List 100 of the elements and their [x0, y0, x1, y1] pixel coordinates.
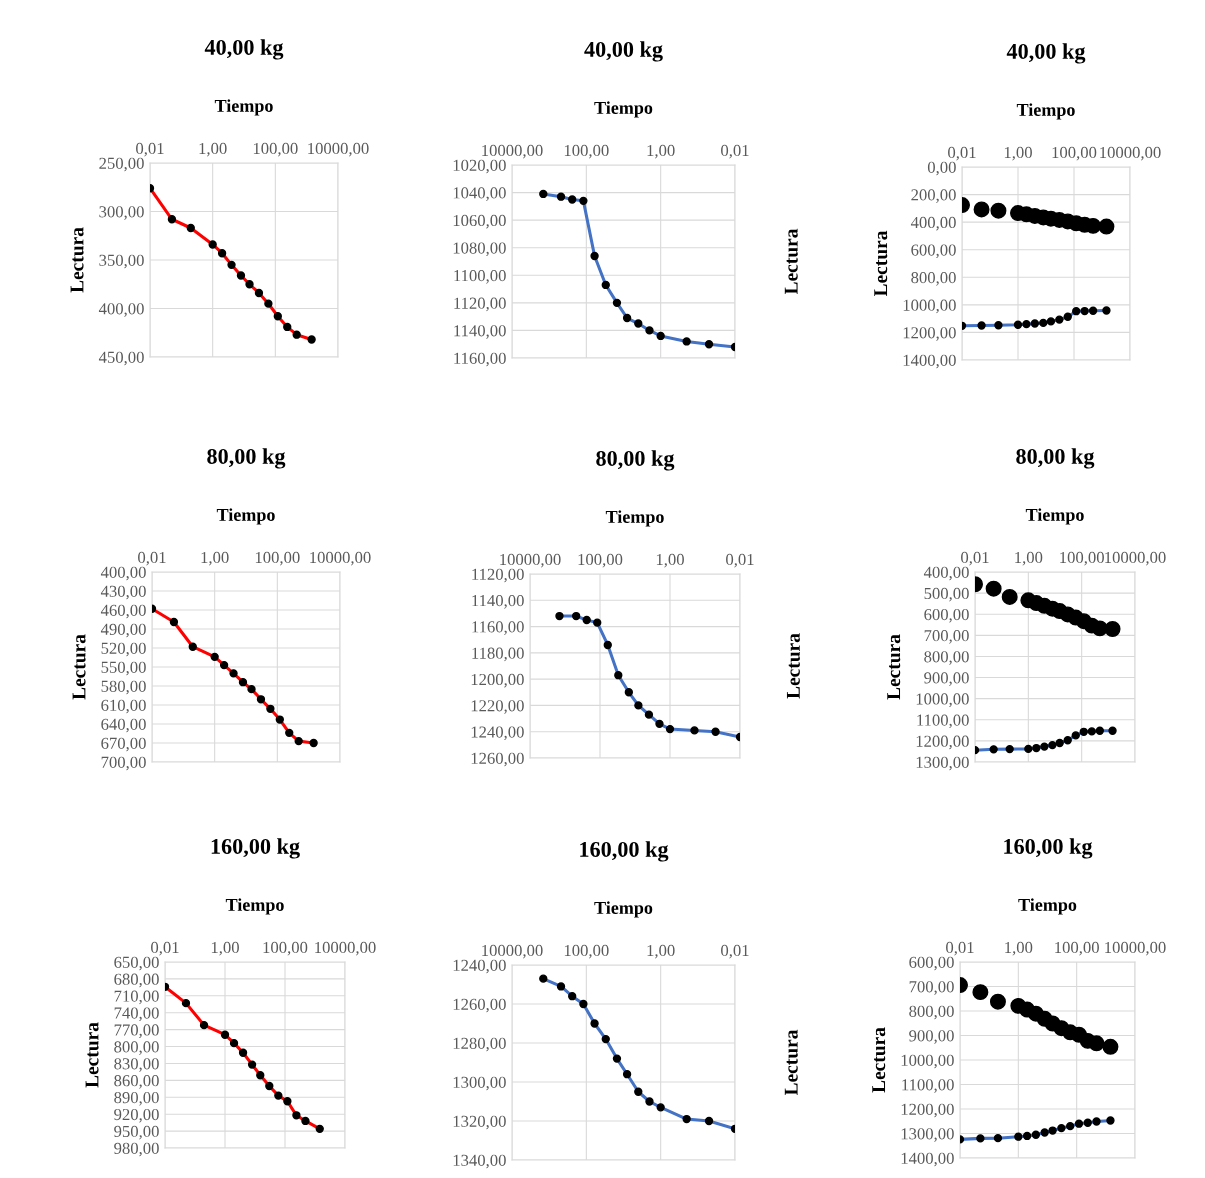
y-tick-label: 610,00	[101, 699, 146, 714]
y-tick-label: 800,00	[911, 271, 956, 286]
y-axis-title: Lectura	[874, 230, 888, 297]
x-axis-title: Tiempo	[216, 508, 275, 525]
x-tick-label: 1,00	[1004, 146, 1032, 161]
x-tick-label: 1,00	[199, 142, 227, 157]
y-tick-label: 1040,00	[453, 187, 506, 201]
chart-title: 160,00 kg	[211, 838, 300, 859]
x-tick-label: 0,01	[721, 144, 749, 159]
x-tick-label: 10000,00	[308, 142, 369, 157]
y-tick-label: 800,00	[924, 651, 969, 665]
y-axis-title: Lectura	[784, 1029, 798, 1096]
x-axis-title: Tiempo	[605, 510, 664, 527]
x-axis-title: Tiempo	[214, 99, 273, 116]
y-tick-label: 800,00	[909, 1005, 954, 1020]
y-axis-title: Lectura	[72, 634, 86, 700]
y-axis-title: Lectura	[872, 1027, 886, 1093]
x-tick-label: 0,01	[721, 944, 749, 959]
y-tick-label: 350,00	[99, 254, 144, 269]
y-tick-label: 1160,00	[454, 352, 506, 367]
x-tick-label: 10000,00	[482, 144, 543, 159]
y-tick-label: 1120,00	[472, 568, 524, 583]
y-tick-label: 1260,00	[471, 752, 524, 767]
y-tick-label: 1180,00	[472, 647, 524, 662]
x-axis-title: Tiempo	[594, 901, 653, 918]
y-tick-label: 1100,00	[917, 714, 969, 729]
x-tick-label: 100,00	[1052, 146, 1097, 161]
y-tick-label: 1240,00	[471, 726, 524, 741]
y-tick-label: 740,00	[114, 1007, 159, 1022]
x-tick-label: 0,01	[138, 551, 166, 566]
y-tick-label: 1160,00	[472, 621, 524, 635]
y-tick-label: 1120,00	[454, 297, 506, 312]
x-tick-label: 1,00	[201, 551, 229, 566]
x-tick-label: 10000,00	[500, 553, 561, 568]
x-tick-label: 10000,00	[1105, 941, 1166, 956]
y-tick-label: 550,00	[101, 661, 146, 676]
x-tick-label: 100,00	[255, 551, 300, 566]
x-axis-title: Tiempo	[225, 898, 284, 915]
y-tick-label: 1300,00	[916, 756, 969, 771]
y-tick-label: 1240,00	[453, 959, 506, 974]
x-tick-label: 100,00	[263, 941, 308, 956]
y-tick-label: 1260,00	[453, 998, 506, 1013]
y-axis-title: Lectura	[887, 634, 901, 700]
x-axis-title: Tiempo	[1018, 898, 1077, 915]
y-tick-label: 200,00	[911, 189, 956, 203]
x-tick-label: 1,00	[211, 941, 239, 956]
y-tick-label: 1200,00	[901, 1103, 954, 1118]
x-tick-label: 100,00	[253, 142, 298, 157]
y-tick-label: 1000,00	[903, 299, 956, 314]
y-tick-label: 900,00	[924, 672, 969, 686]
y-tick-label: 650,00	[114, 956, 159, 971]
y-tick-label: 600,00	[909, 956, 954, 971]
x-tick-label: 0,01	[136, 142, 164, 157]
y-tick-label: 1320,00	[453, 1115, 506, 1130]
x-tick-label: 1,00	[656, 553, 684, 568]
y-tick-label: 600,00	[924, 608, 969, 623]
y-tick-label: 680,00	[114, 973, 159, 988]
y-tick-label: 830,00	[114, 1058, 159, 1072]
y-tick-label: 1300,00	[453, 1076, 506, 1091]
x-tick-label: 1,00	[647, 944, 675, 959]
y-tick-label: 400,00	[100, 566, 146, 581]
x-tick-label: 0,01	[946, 941, 974, 956]
x-tick-label: 0,01	[726, 553, 754, 568]
y-tick-label: 1200,00	[916, 735, 969, 750]
y-tick-label: 1300,00	[901, 1128, 954, 1142]
x-tick-label: 100,00	[564, 144, 609, 159]
y-tick-label: 700,00	[924, 630, 969, 644]
y-tick-label: 400,00	[98, 303, 144, 317]
x-tick-label: 100,00	[578, 553, 623, 568]
y-tick-label: 950,00	[114, 1125, 159, 1140]
y-tick-label: 1200,00	[471, 673, 524, 688]
chart-title: 80,00 kg	[596, 450, 675, 471]
y-tick-label: 1400,00	[901, 1152, 954, 1167]
chart-title: 160,00 kg	[1004, 838, 1093, 859]
y-axis-title: Lectura	[784, 228, 798, 295]
x-axis-title: Tiempo	[1016, 103, 1075, 120]
y-tick-label: 1220,00	[471, 700, 524, 714]
y-tick-label: 1140,00	[472, 594, 524, 609]
y-tick-label: 700,00	[101, 756, 146, 771]
y-tick-label: 1200,00	[903, 327, 956, 341]
y-tick-label: 1400,00	[903, 354, 956, 369]
x-tick-label: 1,00	[1005, 941, 1033, 956]
x-tick-label: 10000,00	[1100, 146, 1161, 161]
y-tick-label: 1000,00	[901, 1054, 954, 1069]
y-tick-label: 1020,00	[453, 159, 506, 174]
y-axis-title: Lectura	[786, 633, 800, 699]
x-tick-label: 10000,00	[315, 941, 376, 956]
y-tick-label: 860,00	[114, 1075, 159, 1089]
chart-title: 40,00 kg	[584, 41, 663, 62]
y-tick-label: 600,00	[911, 244, 956, 259]
chart-title: 80,00 kg	[1016, 448, 1095, 469]
y-tick-label: 0,00	[927, 161, 956, 176]
y-tick-label: 1340,00	[453, 1154, 506, 1169]
y-tick-label: 890,00	[114, 1091, 159, 1106]
x-tick-label: 100,00	[1060, 551, 1104, 566]
y-tick-label: 250,00	[99, 157, 144, 172]
x-tick-label: 0,01	[151, 941, 179, 956]
y-tick-label: 450,00	[98, 351, 144, 366]
y-tick-label: 920,00	[114, 1108, 159, 1123]
y-tick-label: 520,00	[101, 642, 146, 657]
